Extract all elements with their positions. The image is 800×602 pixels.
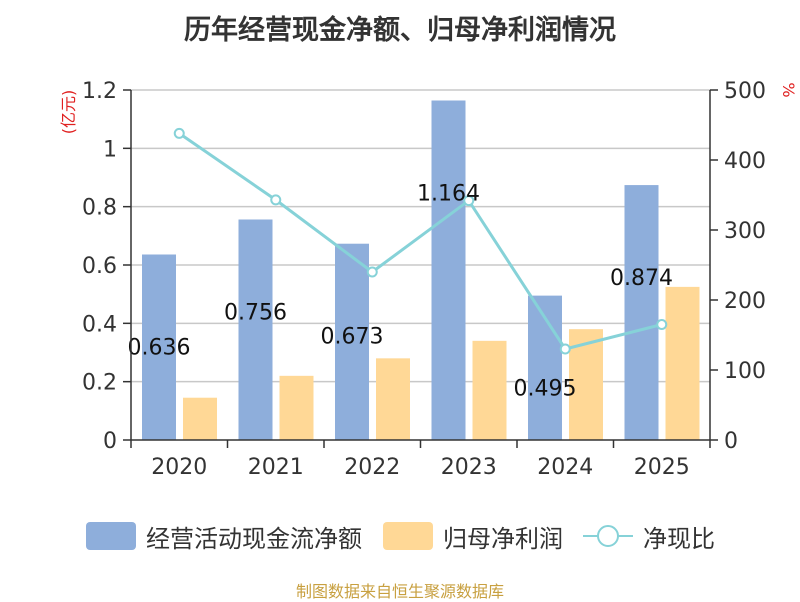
bar-net-profit-2023 (472, 340, 507, 440)
x-tick-label-2024: 2024 (537, 455, 593, 480)
bar-net-profit-2025 (665, 286, 700, 440)
legend-label-cash-ratio: 净现比 (643, 524, 715, 553)
bar-cashflow-2022 (335, 243, 369, 440)
right-tick-label: 200 (724, 289, 766, 314)
point-cash-ratio-2021 (270, 194, 282, 206)
grid-lines (131, 89, 710, 383)
bar-net-profit-2021 (279, 375, 314, 440)
legend-swatch-net-profit (383, 522, 433, 550)
bar-cashflow-2021 (238, 219, 273, 440)
bar-net-profit-2022 (376, 358, 410, 440)
legend-swatch-cash-ratio (583, 522, 633, 550)
data-label-cashflow-2020: 0.636 (128, 336, 191, 361)
legend: 经营活动现金流净额 归母净利润 净现比 (0, 518, 800, 554)
right-tick-label: 100 (724, 359, 766, 384)
legend-label-net-profit: 归母净利润 (443, 524, 563, 553)
point-cash-ratio-2024 (559, 343, 571, 355)
chart-title: 历年经营现金净额、归母净利润情况 (184, 15, 616, 46)
left-axis-unit: (亿元) (59, 90, 78, 135)
line-series (173, 127, 668, 355)
legend-item-cashflow[interactable]: 经营活动现金流净额 (86, 518, 362, 554)
right-tick-label: 400 (724, 149, 766, 174)
left-tick-label: 0.2 (82, 371, 117, 396)
left-tick-label: 1.2 (82, 79, 117, 104)
legend-item-net-profit[interactable]: 归母净利润 (383, 518, 563, 554)
x-tick-label-2025: 2025 (634, 455, 690, 480)
source-note: 制图数据来自恒生聚源数据库 (295, 582, 504, 601)
left-tick-label: 0.8 (82, 196, 117, 221)
data-label-cashflow-2025: 0.874 (610, 266, 673, 291)
legend-item-cash-ratio[interactable]: 净现比 (583, 518, 715, 554)
left-tick-label: 0.4 (82, 312, 117, 337)
point-cash-ratio-2025 (656, 319, 668, 330)
x-tick-label-2021: 2021 (248, 455, 304, 480)
left-tick-label: 1 (103, 137, 117, 162)
point-cash-ratio-2022 (366, 266, 378, 278)
right-tick-label: 0 (724, 429, 738, 454)
data-label-cashflow-2021: 0.756 (224, 301, 287, 326)
point-cash-ratio-2020 (173, 127, 185, 139)
x-tick-label-2022: 2022 (344, 455, 400, 480)
legend-swatch-cashflow (86, 522, 136, 550)
axes: 0 0.2 0.4 0.6 0.8 1 1.2 0 100 200 300 400 500 2020 202… (82, 79, 766, 480)
x-tick-label-2023: 2023 (441, 455, 497, 480)
bar-net-profit-2020 (183, 397, 217, 440)
right-tick-label: 500 (724, 79, 766, 104)
point-cash-ratio-2023 (463, 195, 475, 207)
bar-series (142, 100, 700, 440)
left-tick-label: 0 (103, 429, 117, 454)
right-axis-unit: % (779, 82, 798, 97)
left-tick-label: 0.6 (82, 254, 117, 279)
right-tick-label: 300 (724, 219, 766, 244)
data-label-cashflow-2024: 0.495 (514, 377, 577, 402)
bar-cashflow-2025 (624, 185, 659, 440)
data-labels: 0.636 0.756 0.673 1.164 0.495 0.874 (128, 182, 673, 402)
bar-cashflow-2023 (431, 100, 466, 440)
data-label-cashflow-2023: 1.164 (417, 182, 480, 207)
x-tick-label-2020: 2020 (151, 455, 207, 480)
line-cash-ratio (178, 132, 663, 351)
bar-cashflow-2020 (142, 254, 176, 440)
legend-label-cashflow: 经营活动现金流净额 (146, 524, 362, 553)
data-label-cashflow-2022: 0.673 (321, 325, 384, 350)
